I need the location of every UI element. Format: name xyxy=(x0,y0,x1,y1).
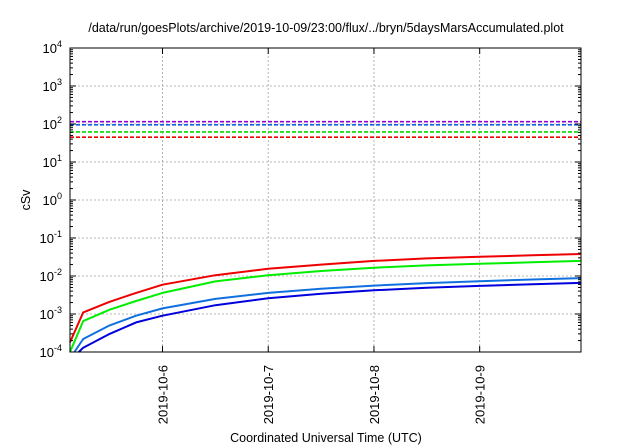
y-axis-label: cSv xyxy=(19,189,33,211)
x-axis-label: Coordinated Universal Time (UTC) xyxy=(230,431,422,445)
series-line xyxy=(69,253,582,343)
y-tick-label: 10-1 xyxy=(40,229,62,246)
y-tick-label: 10-4 xyxy=(40,343,62,360)
chart-title: /data/run/goesPlots/archive/2019-10-09/2… xyxy=(88,21,564,35)
x-tick-label: 2019-10-7 xyxy=(261,365,276,424)
y-tick-label: 101 xyxy=(43,153,62,170)
x-tick-label: 2019-10-9 xyxy=(473,365,488,424)
x-tick-labels: 2019-10-6 2019-10-7 2019-10-8 2019-10-9 xyxy=(156,365,488,424)
y-tick-label: 103 xyxy=(43,77,62,94)
y-tick-label: 10-3 xyxy=(40,305,62,322)
y-tick-labels: 10-4 10-3 10-2 10-1 100 101 102 103 104 xyxy=(40,39,62,360)
x-tick-label: 2019-10-6 xyxy=(156,365,171,424)
series-line xyxy=(78,281,582,353)
y-tick-label: 104 xyxy=(43,39,62,56)
x-tick-label: 2019-10-8 xyxy=(367,365,382,424)
series-line xyxy=(69,259,582,353)
y-tick-label: 10-2 xyxy=(40,267,62,284)
grid xyxy=(70,48,581,352)
y-tick-label: 100 xyxy=(43,191,62,208)
series-lines xyxy=(69,253,582,353)
reference-lines xyxy=(70,120,581,138)
series-line xyxy=(73,277,582,353)
ticks xyxy=(70,47,581,353)
y-tick-label: 102 xyxy=(43,115,62,132)
